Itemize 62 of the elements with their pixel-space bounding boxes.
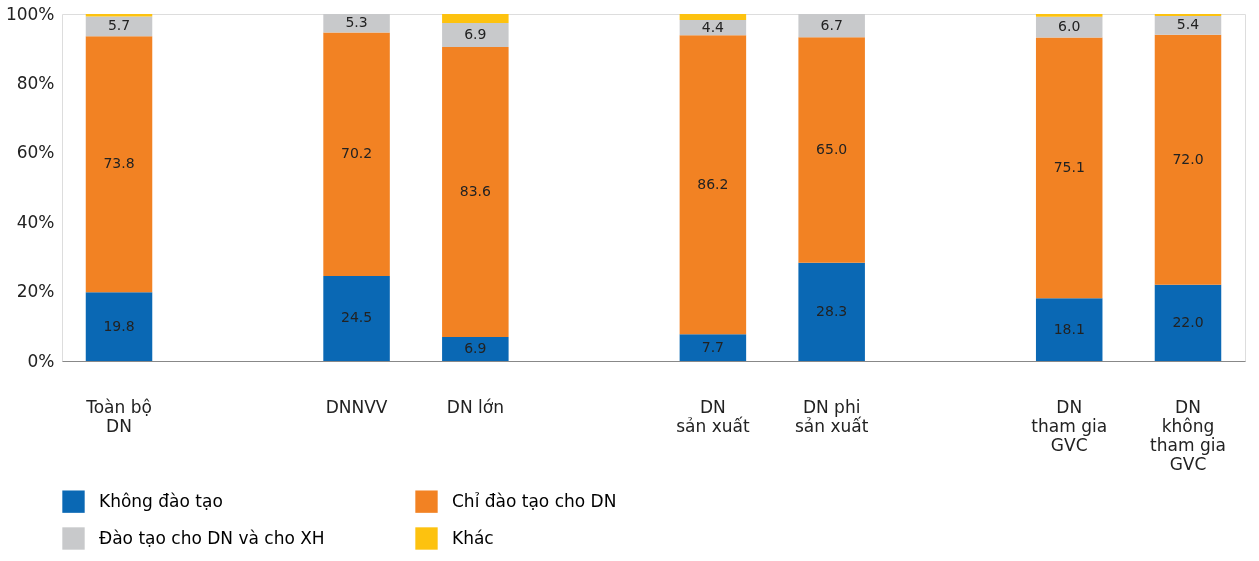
bar	[1154, 34, 1222, 285]
y-tick-label: 20%	[16, 281, 55, 302]
data-label: 75.1	[1053, 158, 1085, 175]
bar	[323, 32, 390, 276]
bar	[442, 337, 509, 361]
legend-label: Đào tạo cho DN và cho XH	[99, 527, 325, 548]
bar	[323, 14, 390, 33]
bar	[798, 262, 865, 361]
data-label: 5.7	[107, 17, 131, 34]
bar	[679, 14, 747, 20]
bar	[798, 37, 865, 263]
y-tick-label: 80%	[16, 72, 55, 93]
bar	[442, 23, 509, 47]
data-label: 86.2	[697, 175, 729, 192]
legend-label: Khác	[452, 527, 494, 548]
data-label: 72.0	[1172, 150, 1204, 167]
bar	[679, 35, 747, 335]
data-label: 83.6	[459, 183, 492, 200]
data-label: 73.8	[103, 155, 135, 172]
y-tick-label: 0%	[27, 350, 55, 371]
bar	[1035, 16, 1103, 38]
bar	[85, 36, 153, 293]
legend-label: Không đào tạo	[99, 490, 223, 511]
data-label: 19.8	[103, 317, 135, 334]
data-label: 6.9	[464, 25, 487, 42]
data-label: 6.9	[464, 340, 487, 357]
x-tick-label: DNNVV	[325, 396, 388, 417]
data-label: 22.0	[1172, 313, 1204, 330]
x-tick-label: DN sản xuất	[676, 396, 750, 436]
bar	[1154, 284, 1222, 361]
legend-label: Chỉ đào tạo cho DN	[452, 490, 617, 511]
data-label: 70.2	[340, 145, 373, 162]
x-tick-label: DN tham gia GVC	[1031, 396, 1108, 455]
bar	[1035, 14, 1103, 17]
x-tick-label: DN lớn	[446, 396, 504, 417]
data-label: 28.3	[816, 302, 848, 319]
bar	[1035, 37, 1103, 299]
bar	[323, 275, 390, 361]
data-label: 65.0	[816, 141, 848, 158]
bar	[442, 14, 509, 24]
data-label: 7.7	[701, 338, 725, 355]
bar	[85, 16, 153, 37]
data-label: 5.3	[345, 14, 368, 31]
y-tick-label: 60%	[16, 142, 55, 163]
bar	[1154, 14, 1222, 17]
bar	[798, 14, 865, 38]
bar	[1154, 16, 1222, 35]
data-label: 5.4	[1176, 16, 1200, 33]
data-label: 4.4	[701, 18, 725, 35]
bar	[1035, 298, 1103, 361]
y-tick-label: 100%	[5, 3, 55, 24]
bar	[85, 292, 153, 361]
x-tick-label: DN không tham gia GVC	[1150, 396, 1226, 474]
data-label: 6.7	[820, 16, 843, 33]
x-tick-label: Toàn bộ DN	[85, 396, 152, 436]
data-label: 18.1	[1053, 320, 1085, 337]
bar	[679, 334, 747, 361]
y-tick-label: 40%	[16, 211, 55, 232]
data-label: 6.0	[1058, 18, 1081, 35]
data-label: 24.5	[340, 309, 373, 326]
bar	[442, 46, 509, 338]
x-tick-label: DN phi sản xuất	[794, 396, 869, 436]
